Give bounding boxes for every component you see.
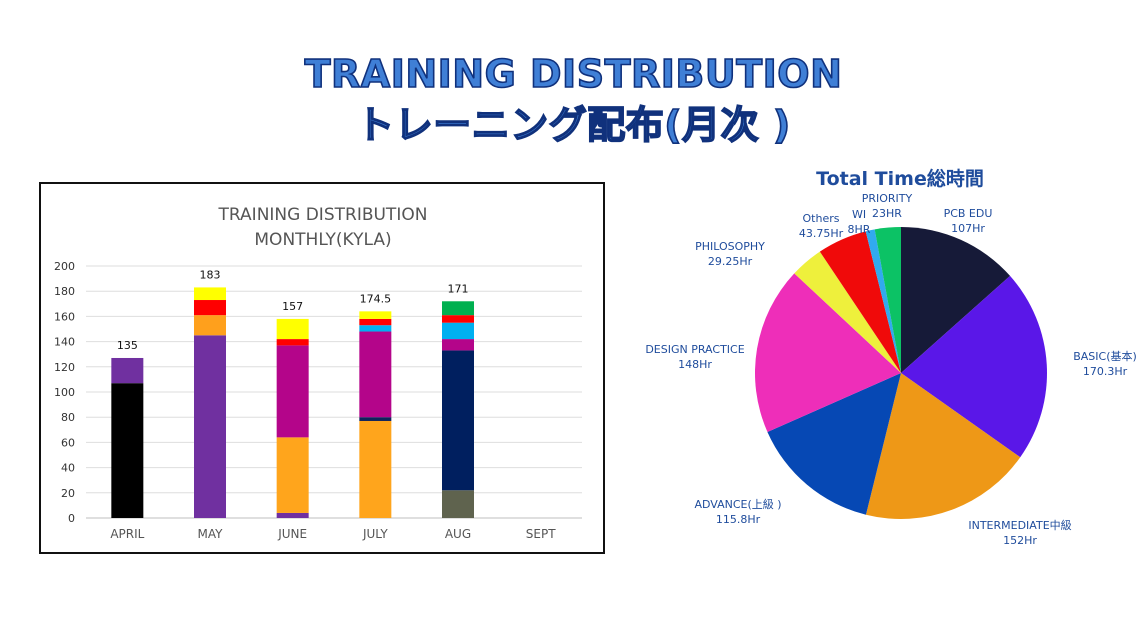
- bar-total-label: 183: [200, 268, 221, 281]
- y-tick-label: 200: [54, 260, 75, 273]
- x-tick-label: APRIL: [110, 527, 144, 541]
- pie-slice: [767, 373, 901, 515]
- pie-label-name: BASIC(基本): [1073, 349, 1137, 363]
- pie-label-value: 43.75Hr: [799, 227, 844, 240]
- y-tick-label: 140: [54, 336, 75, 349]
- pie-label-name: PHILOSOPHY: [695, 240, 765, 253]
- bar-total-label: 135: [117, 339, 138, 352]
- bar-segment: [359, 417, 392, 421]
- y-tick-label: 120: [54, 361, 75, 374]
- pie-slice: [874, 227, 901, 373]
- pie-chart-title: Total Time総時間: [816, 168, 984, 190]
- pie-label-name: PRIORITY: [862, 192, 913, 205]
- x-tick-label: JULY: [362, 527, 388, 541]
- pie-label-name: Others: [803, 212, 840, 225]
- bar-segment: [194, 315, 226, 336]
- bar-segment: [111, 383, 144, 518]
- page-title: TRAINING DISTRIBUTION: [304, 51, 843, 97]
- bar-total-label: 171: [448, 282, 469, 295]
- pie-slice: [819, 231, 901, 373]
- pie-slice: [794, 251, 901, 373]
- bar-segment: [276, 437, 309, 513]
- y-tick-label: 0: [68, 512, 75, 525]
- pie-label-value: 152Hr: [1003, 534, 1037, 547]
- y-tick-label: 180: [54, 285, 75, 298]
- bar-segment: [442, 301, 474, 316]
- pie-label-name: WI: [852, 208, 866, 221]
- pie-label-value: 148Hr: [678, 358, 712, 371]
- x-tick-label: MAY: [198, 527, 224, 541]
- pie-label-name: PCB EDU: [944, 207, 993, 220]
- pie-slice: [865, 373, 1021, 519]
- pie-label-value: 8HR: [848, 223, 871, 236]
- pie-label-value: 170.3Hr: [1083, 365, 1128, 378]
- bar-segment: [442, 315, 474, 323]
- bar-segment: [111, 357, 144, 384]
- y-tick-label: 40: [61, 462, 75, 475]
- bar-segment: [442, 339, 474, 351]
- chart-title-line: TRAINING DISTRIBUTION: [218, 205, 428, 225]
- x-tick-label: JUNE: [277, 527, 307, 541]
- bar-segment: [359, 420, 392, 518]
- pie-slice: [901, 275, 1047, 458]
- y-tick-label: 100: [54, 386, 75, 399]
- y-tick-label: 160: [54, 310, 75, 323]
- chart-title-line: MONTHLY(KYLA): [254, 230, 391, 250]
- bar-segment: [359, 311, 392, 319]
- bar-segment: [359, 331, 392, 418]
- pie-label-value: 29.25Hr: [708, 255, 753, 268]
- pie-label-name: INTERMEDIATE中級: [968, 519, 1071, 532]
- pie-slice: [755, 273, 901, 432]
- pie-label-name: DESIGN PRACTICE: [645, 343, 744, 356]
- bar-segment: [442, 490, 474, 518]
- bar-segment: [442, 350, 474, 491]
- bar-chart: TRAINING DISTRIBUTION MONTHLY(KYLA) 0 20 40 6…: [54, 205, 582, 541]
- pie-chart: PCB EDU 107Hr BASIC(基本) 170.3Hr INTERMEDIATE…: [645, 192, 1137, 547]
- pie-slice: [865, 229, 901, 373]
- bar-segment: [194, 300, 226, 316]
- pie-label-name: ADVANCE(上級 ): [694, 498, 781, 511]
- y-tick-label: 20: [61, 487, 75, 500]
- bar-segment: [276, 345, 309, 438]
- y-tick-label: 80: [61, 411, 75, 424]
- x-tick-label: SEPT: [526, 527, 556, 541]
- bar-total-label: 157: [282, 300, 303, 313]
- pie-label-value: 115.8Hr: [716, 513, 761, 526]
- bar-segment: [359, 318, 392, 326]
- bar-segment: [276, 318, 309, 340]
- x-tick-label: AUG: [445, 527, 471, 541]
- page-subtitle: トレーニング配布(月次 ): [355, 102, 791, 148]
- bar-total-label: 174.5: [360, 292, 392, 305]
- bar-segment: [442, 322, 474, 340]
- pie-slice: [901, 227, 1011, 373]
- bar-chart-frame: TRAINING DISTRIBUTION MONTHLY(KYLA) 0 20 40 6…: [39, 182, 605, 554]
- bar-segment: [194, 287, 226, 301]
- bar-segment: [276, 512, 309, 518]
- pie-label-value: 107Hr: [951, 222, 985, 235]
- pie-label-value: 23HR: [872, 207, 902, 220]
- y-tick-label: 60: [61, 436, 75, 449]
- bar-segment: [194, 335, 226, 518]
- bar-segment: [359, 325, 392, 332]
- bar-segment: [276, 339, 309, 346]
